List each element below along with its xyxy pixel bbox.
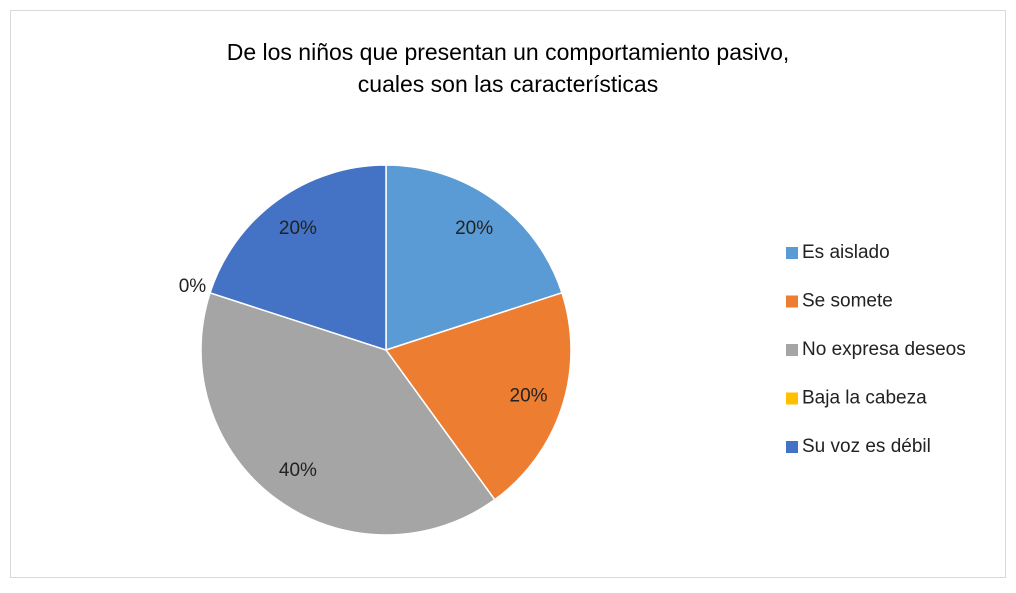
legend-label: Su voz es débil	[802, 436, 931, 457]
legend-swatch	[786, 392, 798, 405]
legend-label: Se somete	[802, 291, 893, 312]
legend-swatch	[786, 441, 798, 453]
legend-label: No expresa deseos	[802, 339, 966, 360]
pie-slice	[209, 164, 387, 352]
pie-slice	[200, 291, 496, 536]
pie-slice	[384, 291, 572, 501]
data-label: 20%	[455, 218, 493, 239]
chart-title: cuales son las características	[358, 71, 658, 97]
legend-swatch	[786, 247, 798, 259]
chart-title: De los niños que presentan un comportami…	[227, 39, 790, 65]
data-label: 20%	[279, 218, 317, 239]
data-label: 20%	[510, 385, 548, 406]
legend-swatch	[786, 344, 798, 356]
data-label: 40%	[279, 460, 317, 481]
data-label: 0%	[179, 276, 207, 297]
pie-slice	[385, 164, 563, 352]
legend-label: Baja la cabeza	[802, 388, 927, 409]
legend-swatch	[786, 295, 798, 308]
legend-label: Es aislado	[802, 242, 890, 263]
